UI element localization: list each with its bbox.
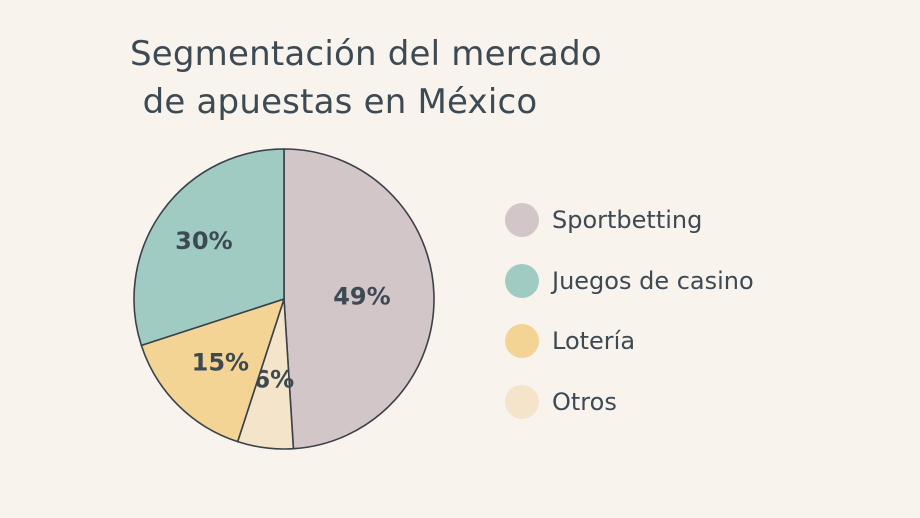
legend-swatch-sportbetting [505,203,539,237]
legend-item-juegos-de-casino: Juegos de casino [505,261,805,301]
legend-item-sportbetting: Sportbetting [505,200,805,240]
chart-title-line-1: Segmentación del mercado [130,34,602,74]
legend-swatch-loteria [505,324,539,358]
pie-label-sportbetting: 49% [333,283,390,311]
chart-legend: Sportbetting Juegos de casino Lotería Ot… [505,200,805,442]
pie-label-juegos-de-casino: 30% [175,227,232,255]
pie-slice-loteria [140,298,285,443]
pie-label-loteria: 15% [192,349,249,377]
legend-label-loteria: Lotería [552,327,636,355]
legend-label-juegos-de-casino: Juegos de casino [552,266,754,295]
chart-title: Segmentación del mercado de apuestas en … [130,30,602,126]
legend-swatch-juegos-de-casino [505,263,539,298]
legend-label-otros: Otros [552,387,617,416]
pie-slice-juegos-de-casino [133,148,285,347]
legend-item-loteria: Lotería [505,321,805,361]
chart-title-line-2: de apuestas en México [142,82,538,122]
legend-swatch-otros [505,384,539,419]
legend-label-sportbetting: Sportbetting [552,206,703,234]
pie-slice-sportbetting [283,148,435,450]
legend-item-otros: Otros [505,382,805,422]
